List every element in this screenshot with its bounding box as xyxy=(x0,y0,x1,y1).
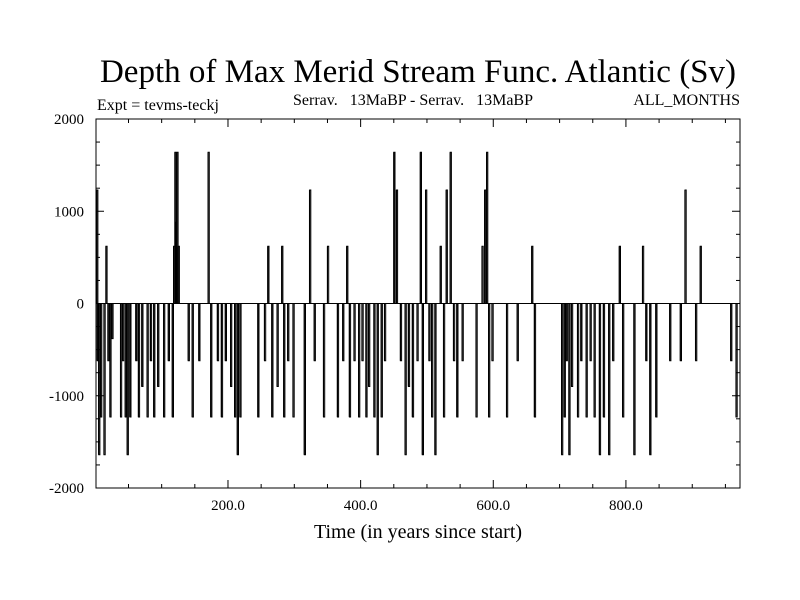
chart-title: Depth of Max Merid Stream Func. Atlantic… xyxy=(100,54,736,90)
x-tick-label: 200.0 xyxy=(211,498,245,514)
x-axis-label: Time (in years since start) xyxy=(314,521,522,543)
plot-area xyxy=(95,118,741,489)
series-layer xyxy=(96,151,740,456)
x-tick-label: 600.0 xyxy=(476,498,510,514)
series-line-0 xyxy=(96,151,740,456)
y-axis: -2000 -1000 0 1000 2000 xyxy=(49,112,740,497)
chart-subtitle-months: ALL_MONTHS xyxy=(633,92,740,109)
chart-subtitle-experiment: Expt = tevms-teckj xyxy=(97,97,219,114)
x-tick-label: 400.0 xyxy=(344,498,378,514)
x-tick-label: 800.0 xyxy=(609,498,643,514)
y-tick-label: -1000 xyxy=(49,389,84,405)
x-axis: 200.0 400.0 600.0 800.0 xyxy=(127,119,726,514)
y-tick-label: 2000 xyxy=(54,112,84,128)
chart-subtitle-period: Serrav. 13MaBP - Serrav. 13MaBP xyxy=(293,92,533,109)
y-tick-label: -2000 xyxy=(49,481,84,497)
y-tick-label: 0 xyxy=(77,297,85,313)
y-tick-label: 1000 xyxy=(54,204,84,220)
